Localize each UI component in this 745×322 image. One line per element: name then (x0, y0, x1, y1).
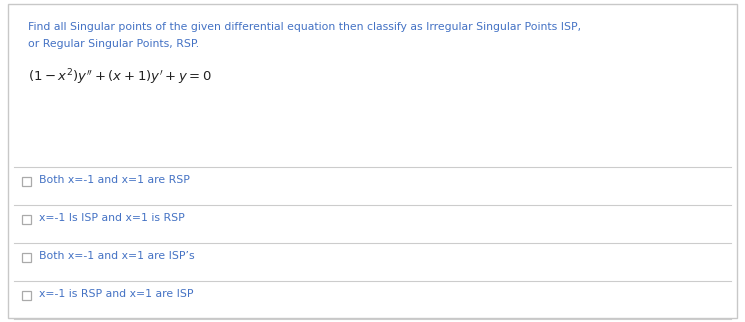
Text: Find all Singular points of the given differential equation then classify as Irr: Find all Singular points of the given di… (28, 22, 581, 32)
FancyBboxPatch shape (22, 176, 31, 185)
Text: or Regular Singular Points, RSP.: or Regular Singular Points, RSP. (28, 39, 199, 49)
Text: Both x=-1 and x=1 are ISP’s: Both x=-1 and x=1 are ISP’s (39, 251, 194, 261)
FancyBboxPatch shape (22, 290, 31, 299)
FancyBboxPatch shape (22, 252, 31, 261)
FancyBboxPatch shape (22, 214, 31, 223)
Text: x=-1 Is ISP and x=1 is RSP: x=-1 Is ISP and x=1 is RSP (39, 213, 185, 223)
Text: Both x=-1 and x=1 are RSP: Both x=-1 and x=1 are RSP (39, 175, 190, 185)
Text: x=-1 is RSP and x=1 are ISP: x=-1 is RSP and x=1 are ISP (39, 289, 194, 299)
Text: $(1-x^2)y^{\prime\prime}+(x+1)y^{\prime}+y=0$: $(1-x^2)y^{\prime\prime}+(x+1)y^{\prime}… (28, 67, 212, 87)
FancyBboxPatch shape (8, 4, 737, 318)
